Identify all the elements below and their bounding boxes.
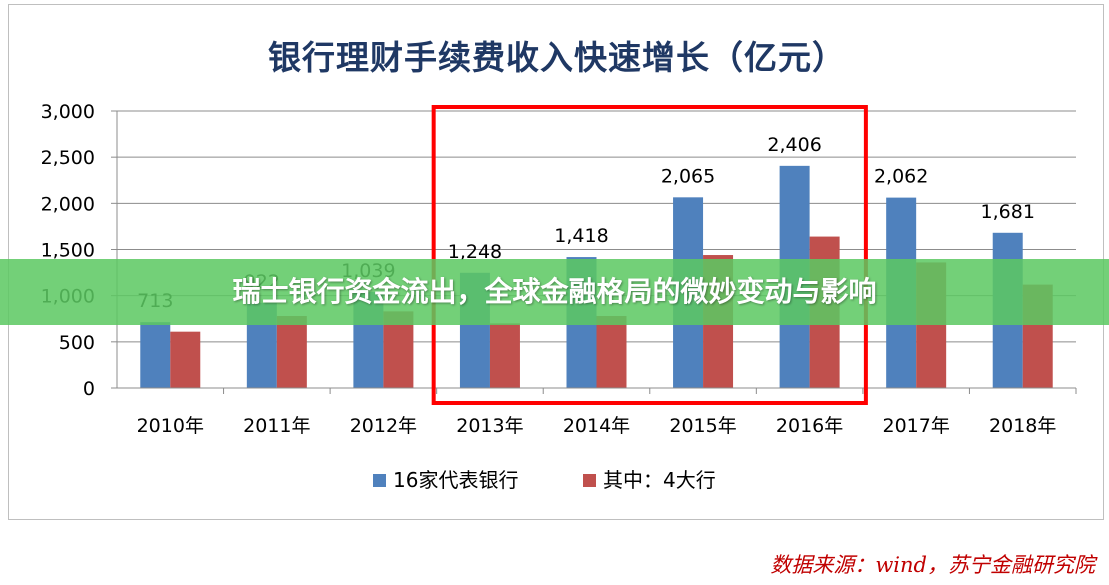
y-tick-label: 2,500 — [41, 147, 95, 169]
bar-big4-2011年 — [276, 315, 307, 388]
data-label: 2,065 — [661, 165, 715, 187]
x-tick-label: 2014年 — [563, 415, 630, 437]
data-label: 2,406 — [767, 134, 821, 156]
y-tick-label: 3,000 — [41, 101, 95, 123]
highlight-rectangle — [431, 105, 868, 405]
highlight-box — [431, 105, 868, 405]
legend-swatch — [373, 474, 386, 487]
x-tick-label: 2011年 — [243, 415, 310, 437]
x-tick-label: 2018年 — [989, 415, 1056, 437]
banner-text: 瑞士银行资金流出，全球金融格局的微妙变动与影响 — [232, 275, 877, 308]
data-label: 2,062 — [874, 166, 928, 188]
y-tick-label: 0 — [83, 378, 95, 400]
legend-swatch — [583, 474, 596, 487]
legend: 16家代表银行 其中：4大行 — [373, 468, 716, 492]
y-tick-label: 2,000 — [41, 193, 95, 215]
overlay-banner: 瑞士银行资金流出，全球金融格局的微妙变动与影响 — [0, 259, 1109, 325]
bar-big4-2013年 — [489, 323, 520, 388]
x-tick-label: 2013年 — [456, 415, 523, 437]
x-tick-label: 2012年 — [350, 415, 417, 437]
bar-big4-2014年 — [596, 315, 627, 388]
x-tick-label: 2010年 — [137, 415, 204, 437]
source-note: 数据来源：wind，苏宁金融研究院 — [770, 553, 1095, 577]
bar-banks16-2010年 — [140, 322, 171, 388]
x-tick-label: 2015年 — [669, 415, 736, 437]
chart-title: 银行理财手续费收入快速增长（亿元） — [268, 38, 846, 77]
bar-big4-2010年 — [170, 331, 201, 388]
legend-label: 16家代表银行 — [393, 468, 518, 492]
x-tick-label: 2016年 — [776, 415, 843, 437]
legend-label: 其中：4大行 — [603, 468, 716, 492]
data-label: 1,248 — [448, 241, 502, 263]
data-label: 1,681 — [981, 201, 1035, 223]
x-tick-label: 2017年 — [882, 415, 949, 437]
data-label: 1,418 — [554, 225, 608, 247]
y-tick-label: 500 — [59, 332, 95, 354]
y-tick-label: 1,500 — [41, 240, 95, 262]
